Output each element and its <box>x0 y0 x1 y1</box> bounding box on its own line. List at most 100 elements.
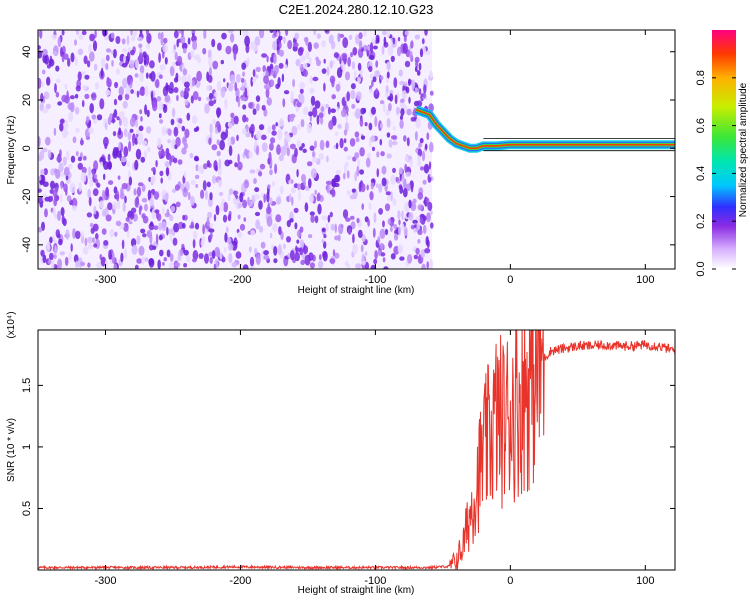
noise-speckle <box>421 38 425 45</box>
noise-speckle <box>423 84 427 94</box>
noise-speckle <box>270 68 274 77</box>
noise-speckle <box>314 215 319 224</box>
noise-speckle <box>376 151 380 158</box>
noise-speckle <box>126 75 132 85</box>
noise-speckle <box>38 136 41 147</box>
noise-speckle <box>112 48 117 59</box>
noise-speckle <box>130 49 135 56</box>
noise-speckle <box>309 145 315 151</box>
noise-speckle <box>241 62 247 70</box>
noise-speckle <box>393 77 398 89</box>
noise-speckle <box>144 257 149 262</box>
colorbar-tick-label: 0.2 <box>695 214 707 229</box>
noise-speckle <box>75 30 80 35</box>
noise-speckle <box>399 115 404 121</box>
noise-speckle <box>80 172 87 183</box>
x-tick-label: -200 <box>229 274 251 286</box>
noise-speckle <box>64 83 68 90</box>
colorbar-ticks: 0.0 0.2 0.4 0.6 0.8 <box>695 70 736 277</box>
noise-speckle <box>302 245 309 255</box>
noise-speckle <box>124 93 130 101</box>
noise-speckle <box>417 100 423 107</box>
noise-speckle <box>46 76 51 86</box>
noise-speckle <box>165 147 170 155</box>
noise-speckle <box>419 217 423 224</box>
noise-speckle <box>84 93 90 100</box>
noise-speckle <box>146 126 152 134</box>
noise-speckle <box>269 232 273 239</box>
noise-speckle <box>128 140 132 152</box>
noise-speckle <box>327 106 331 115</box>
noise-speckle <box>321 68 327 74</box>
noise-speckle <box>169 81 174 91</box>
noise-speckle <box>361 203 365 211</box>
noise-speckle <box>270 79 275 87</box>
noise-speckle <box>406 108 412 116</box>
noise-speckle <box>331 178 337 188</box>
noise-speckle <box>220 59 224 65</box>
noise-speckle <box>367 218 370 227</box>
noise-speckle <box>216 80 222 92</box>
noise-speckle <box>181 222 186 229</box>
noise-speckle <box>415 247 420 255</box>
noise-speckle <box>113 186 118 194</box>
noise-speckle <box>143 54 147 66</box>
noise-speckle <box>352 233 355 244</box>
noise-speckle <box>242 71 246 77</box>
noise-speckle <box>192 238 196 249</box>
noise-speckle <box>298 190 301 201</box>
noise-speckle <box>212 60 219 70</box>
noise-speckle <box>331 187 335 198</box>
noise-speckle <box>254 211 261 217</box>
noise-speckle <box>333 52 339 59</box>
noise-speckle <box>297 124 301 130</box>
noise-speckle <box>208 228 215 233</box>
noise-speckle <box>255 219 261 230</box>
noise-speckle <box>82 246 89 255</box>
noise-speckle <box>146 109 150 118</box>
noise-speckle <box>195 164 199 172</box>
noise-speckle <box>424 248 431 254</box>
noise-speckle <box>253 194 260 200</box>
noise-speckle <box>223 78 226 83</box>
noise-speckle <box>401 90 408 100</box>
noise-speckle <box>92 40 98 52</box>
noise-speckle <box>184 128 190 139</box>
noise-speckle <box>161 126 167 136</box>
noise-speckle <box>55 65 60 72</box>
noise-speckle <box>146 43 151 50</box>
noise-speckle <box>384 203 391 212</box>
noise-speckle <box>371 106 376 115</box>
noise-speckle <box>242 30 246 37</box>
noise-speckle <box>141 140 148 146</box>
noise-speckle <box>69 183 76 194</box>
noise-speckle <box>75 93 79 99</box>
noise-speckle <box>183 142 188 149</box>
noise-speckle <box>387 218 392 225</box>
noise-speckle <box>243 179 249 189</box>
noise-speckle <box>93 243 98 248</box>
noise-speckle <box>392 198 397 206</box>
noise-speckle <box>328 120 334 130</box>
noise-speckle <box>343 146 348 152</box>
noise-speckle <box>429 70 433 79</box>
noise-speckle <box>410 40 414 49</box>
noise-speckle <box>223 201 229 213</box>
noise-speckle <box>134 137 138 145</box>
y-tick-label: 1 <box>21 444 33 450</box>
noise-speckle <box>161 221 167 232</box>
noise-speckle <box>395 106 401 115</box>
noise-speckle <box>355 34 360 45</box>
x-tick-label: -300 <box>94 274 116 286</box>
noise-speckle <box>278 62 284 69</box>
noise-speckle <box>70 243 73 252</box>
noise-speckle <box>135 119 139 128</box>
noise-speckle <box>58 162 64 173</box>
noise-speckle <box>351 61 356 70</box>
noise-speckle <box>150 175 156 184</box>
noise-speckle <box>149 221 154 227</box>
noise-speckle <box>116 199 121 210</box>
noise-speckle <box>202 180 207 191</box>
noise-speckle <box>363 107 367 114</box>
noise-speckle <box>164 94 171 103</box>
